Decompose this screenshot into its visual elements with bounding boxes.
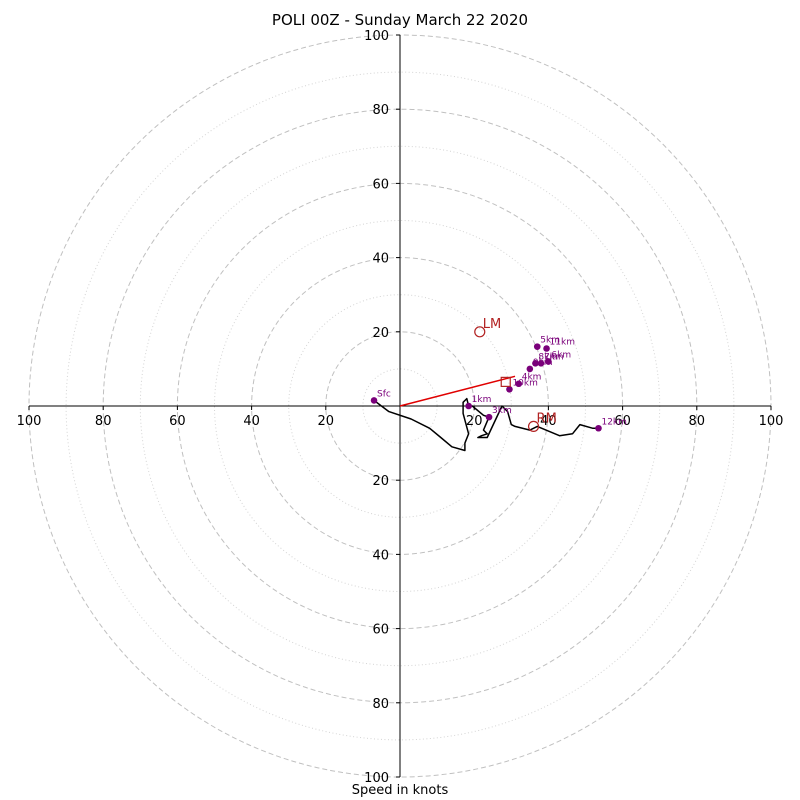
height-marker: [545, 358, 552, 365]
y-tick-label: 80: [372, 103, 389, 118]
height-marker: [465, 402, 472, 410]
x-axis-label: Speed in knots: [351, 783, 449, 798]
chart-title: POLI 00Z - Sunday March 22 2020: [271, 11, 529, 29]
height-label: 5km: [540, 336, 560, 346]
height-marker: [485, 413, 493, 421]
height-label: 9km: [533, 358, 553, 368]
x-tick-label: 80: [689, 414, 706, 429]
x-tick-label: 100: [759, 414, 784, 429]
height-label: 8km: [538, 352, 558, 362]
storm-motion-marker: [527, 420, 540, 433]
y-tick-label: 60: [372, 623, 389, 638]
height-label: Sfc: [377, 389, 391, 399]
x-tick-label: 40: [540, 414, 557, 429]
shear-vector: [399, 375, 516, 407]
x-tick-label: 60: [169, 414, 186, 429]
height-label: 12km: [601, 417, 626, 427]
height-label: 10km: [512, 378, 537, 388]
height-marker: [537, 360, 545, 367]
x-tick-label: 20: [466, 414, 483, 429]
y-tick-label: 20: [372, 474, 389, 489]
height-label: 1km: [472, 395, 492, 405]
y-tick-label: 100: [364, 29, 389, 44]
y-tick-label: 80: [372, 697, 389, 712]
height-label: 7km: [544, 352, 564, 362]
storm-motion-label: RM: [537, 411, 557, 426]
height-label: 3km: [492, 406, 512, 416]
x-tick-label: 80: [95, 414, 112, 429]
storm-motion-marker: [474, 326, 486, 338]
y-tick-label: 40: [372, 548, 389, 563]
height-marker: [370, 397, 378, 404]
y-tick-label: 60: [372, 177, 389, 192]
x-tick-label: 40: [243, 414, 260, 429]
hodograph-trace: [373, 397, 599, 452]
height-marker: [506, 386, 513, 393]
height-label: 4km: [522, 373, 542, 383]
x-tick-label: 60: [614, 414, 631, 429]
x-tick-label: 100: [17, 414, 42, 429]
height-marker: [526, 365, 534, 373]
x-tick-label: 20: [318, 414, 335, 429]
height-marker: [515, 380, 523, 388]
mean-wind-marker: [500, 376, 511, 387]
y-tick-label: 100: [364, 771, 389, 786]
y-tick-label: 20: [372, 326, 389, 341]
storm-motion-label: LM: [483, 317, 501, 332]
height-marker: [532, 360, 539, 367]
height-label: 11km: [550, 337, 575, 347]
height-marker: [533, 343, 541, 350]
height-label: 6km: [551, 350, 571, 360]
height-marker: [595, 424, 602, 432]
height-marker: [543, 345, 550, 352]
y-tick-label: 40: [372, 252, 389, 267]
